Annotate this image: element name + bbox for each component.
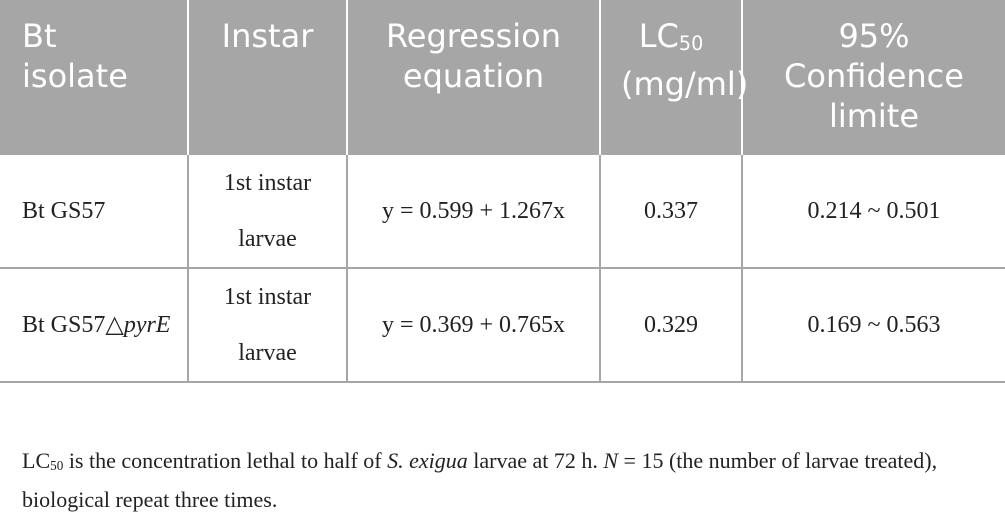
header-cell: Instar [187, 0, 347, 155]
cell-text: Bt GS57△ [22, 312, 124, 338]
cell: y = 0.599 + 1.267x [346, 155, 600, 269]
subscript: 50 [50, 457, 64, 473]
cell: 0.169 ~ 0.563 [741, 268, 1005, 383]
table-row: Bt GS57 1st instar larvae y = 0.599 + 1.… [0, 155, 1005, 269]
foot-text: = 15 (the number of larvae treated), bio… [22, 448, 938, 512]
italic-text: pyrE [123, 312, 171, 338]
table-row: Bt GS57△pyrE 1st instar larvae y = 0.369… [0, 268, 1005, 383]
foot-text: LC [22, 448, 51, 473]
footnote: LC50 is the concentration lethal to half… [22, 444, 982, 517]
foot-text: larvae at 72 h. [467, 448, 604, 473]
cell: 0.329 [599, 268, 742, 383]
italic-text: N [603, 448, 619, 473]
header-text: LC [638, 17, 679, 55]
cell: Bt GS57 [0, 155, 188, 269]
cell: 1st instar larvae [187, 268, 347, 383]
header-cell: LC50 (mg/ml) [599, 0, 748, 155]
subscript: 50 [678, 31, 704, 55]
header-row: Bt isolate Instar Regression equation LC… [0, 0, 1005, 155]
data-table: Bt isolate Instar Regression equation LC… [0, 0, 1005, 383]
header-text: (mg/ml) [621, 64, 749, 103]
header-cell: Regression equation [346, 0, 600, 155]
cell: Bt GS57△pyrE [0, 268, 188, 383]
cell: 0.337 [599, 155, 742, 269]
header-cell: Bt isolate [0, 0, 188, 155]
header-cell: 95% Confidence limite [741, 0, 1005, 155]
cell: 1st instar larvae [187, 155, 347, 269]
cell: 0.214 ~ 0.501 [741, 155, 1005, 269]
foot-text: is the concentration lethal to half of [63, 448, 388, 473]
cell: y = 0.369 + 0.765x [346, 268, 600, 383]
italic-text: S. exigua [387, 448, 468, 473]
